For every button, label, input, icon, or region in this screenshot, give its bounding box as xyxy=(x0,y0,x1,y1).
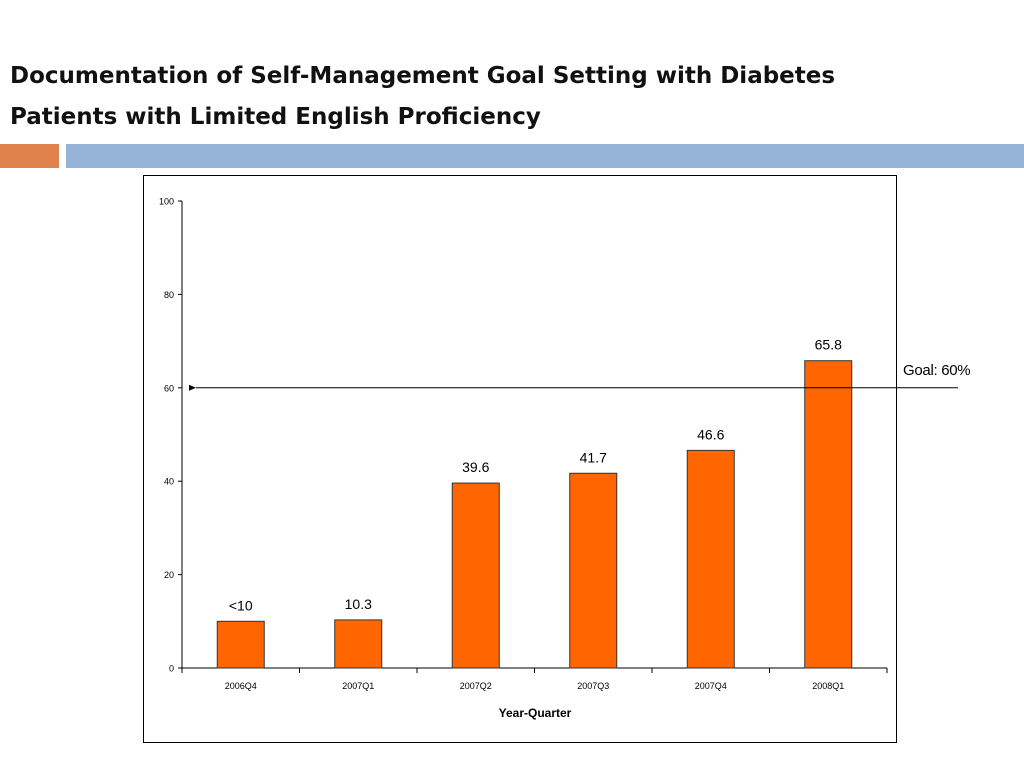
bar xyxy=(334,619,383,669)
data-label: 65.8 xyxy=(815,337,842,353)
x-axis-title: Year-Quarter xyxy=(499,706,572,720)
slide-title: Documentation of Self-Management Goal Se… xyxy=(10,56,1000,138)
y-tick-label: 60 xyxy=(164,383,174,393)
goal-label: Goal: 60% xyxy=(903,362,971,379)
x-tick-label: 2007Q1 xyxy=(342,681,374,691)
data-label: 41.7 xyxy=(580,449,607,465)
slide-title-line-2: Patients with Limited English Proficienc… xyxy=(10,104,541,130)
bar xyxy=(451,482,500,669)
data-label: <10 xyxy=(229,597,253,613)
y-axis: 0 20 40 60 80 100 xyxy=(159,197,183,674)
y-tick-label: 20 xyxy=(164,570,174,580)
x-tick-label: 2007Q3 xyxy=(577,681,609,691)
bar xyxy=(686,449,735,669)
accent-bar-left xyxy=(0,144,59,168)
x-tick-label: 2007Q4 xyxy=(695,681,727,691)
x-tick-label: 2008Q1 xyxy=(812,681,844,691)
y-tick-label: 40 xyxy=(164,477,174,487)
data-label: 10.3 xyxy=(345,596,372,612)
chart-frame xyxy=(143,175,897,743)
data-label: 39.6 xyxy=(462,459,489,475)
y-tick-label: 0 xyxy=(169,664,174,674)
bar xyxy=(216,620,265,669)
y-tick-label: 100 xyxy=(159,197,174,207)
accent-bar-right xyxy=(66,144,1024,168)
x-axis: 2006Q4 2007Q1 2007Q2 2007Q3 2007Q4 2008Q1 xyxy=(181,667,888,691)
x-tick-label: 2007Q2 xyxy=(460,681,492,691)
x-tick-label: 2006Q4 xyxy=(225,681,257,691)
bars xyxy=(216,360,853,669)
bar xyxy=(569,472,618,669)
bar xyxy=(804,360,853,669)
data-label: 46.6 xyxy=(697,426,724,442)
y-tick-label: 80 xyxy=(164,290,174,300)
slide-title-line-1: Documentation of Self-Management Goal Se… xyxy=(10,63,836,89)
data-labels: <10 10.3 39.6 41.7 46.6 65.8 xyxy=(229,337,842,614)
